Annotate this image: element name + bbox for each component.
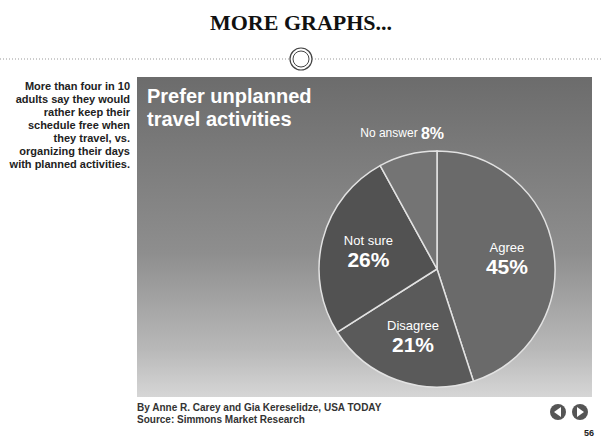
- svg-text:No answer 8%: No answer 8%: [360, 125, 444, 142]
- html-text:Prefer unplanned travel activi: Prefer unplanned travel activities: [147, 85, 312, 130]
- html-text:56: 56: [584, 428, 594, 438]
- svg-text:Not sure26%: Not sure26%: [344, 233, 393, 271]
- html-text:By Anne R. Carey and Gia Keres: By Anne R. Carey and Gia Kereselidze, US…: [137, 402, 382, 413]
- html-text:More than four in 10 adults sa: More than four in 10 adults say they wou…: [9, 80, 130, 170]
- html-text:MORE GRAPHS...: MORE GRAPHS...: [209, 10, 393, 35]
- svg-text:Agree45%: Agree45%: [486, 240, 528, 278]
- svg-text:Disagree21%: Disagree21%: [387, 318, 439, 356]
- html-text:Source: Simmons Market Researc: Source: Simmons Market Research: [137, 414, 305, 425]
